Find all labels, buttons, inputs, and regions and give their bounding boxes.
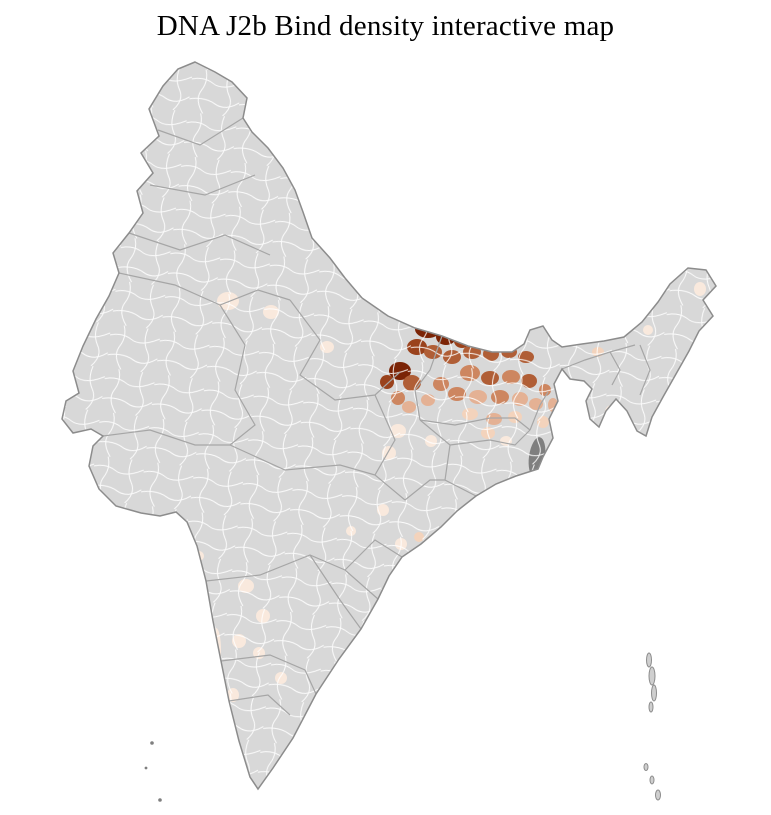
district[interactable] xyxy=(605,325,619,337)
state-boundaries xyxy=(102,117,651,716)
district[interactable] xyxy=(630,294,644,306)
map-body xyxy=(62,62,716,789)
lakshadweep-islands xyxy=(144,741,162,802)
andaman-nicobar-islands xyxy=(643,652,661,801)
page-title: DNA J2b Bind density interactive map xyxy=(156,10,615,42)
